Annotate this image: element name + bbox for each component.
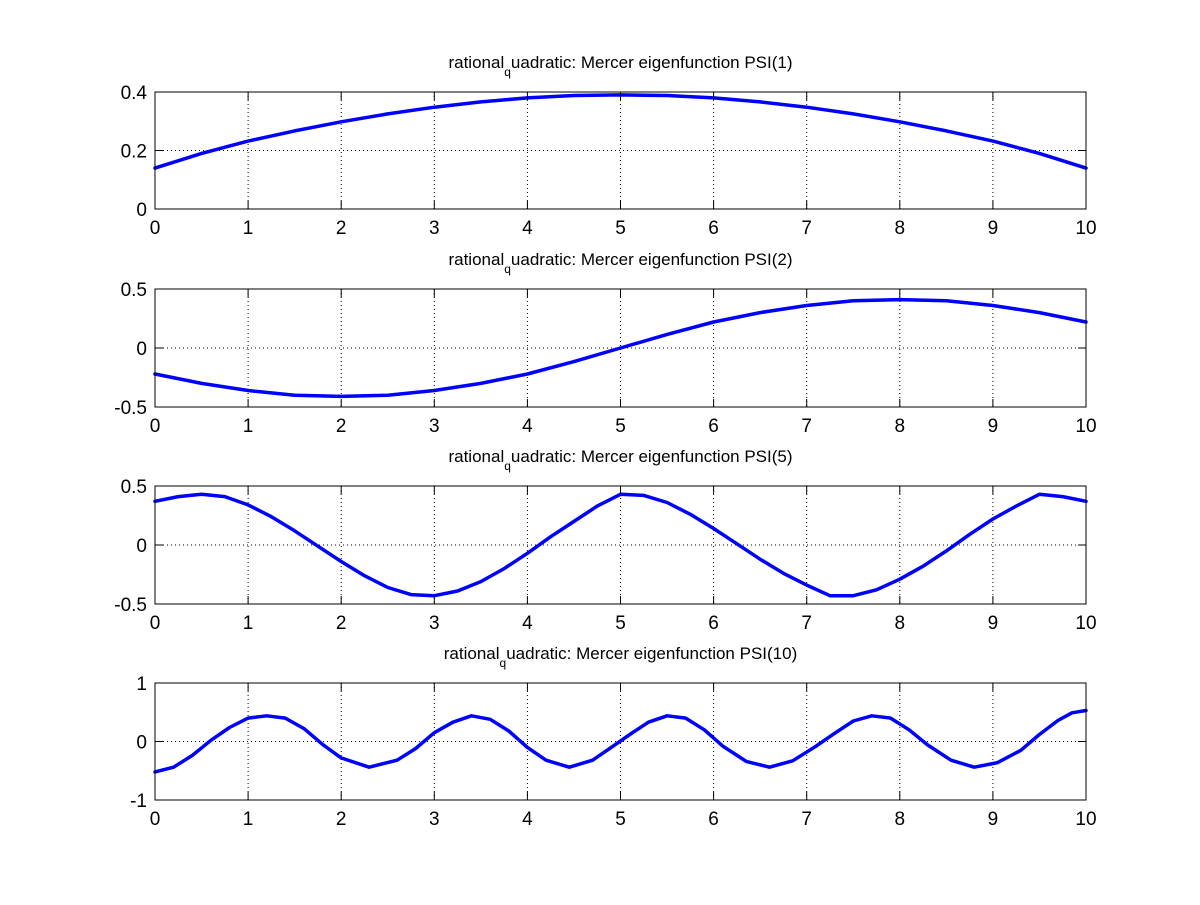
x-tick-label: 1: [243, 416, 254, 437]
x-tick-label: 10: [1075, 809, 1096, 830]
x-tick-label: 4: [522, 613, 533, 634]
x-tick-label: 7: [801, 613, 812, 634]
y-tick-label: 1: [136, 674, 147, 695]
x-tick-label: 2: [336, 809, 347, 830]
series-line: [153, 93, 1088, 170]
x-tick-label: 6: [708, 613, 719, 634]
y-tick-label: 0.2: [121, 142, 147, 163]
x-tick-label: 9: [988, 809, 999, 830]
x-tick-label: 5: [615, 809, 626, 830]
x-tick-label: 9: [988, 416, 999, 437]
subplot-title: rationalquadratic: Mercer eigenfunction …: [448, 447, 792, 473]
x-tick-label: 0: [150, 416, 161, 437]
y-tick-label: -0.5: [114, 398, 147, 419]
subplot-title: rationalquadratic: Mercer eigenfunction …: [448, 53, 792, 79]
x-tick-label: 7: [801, 218, 812, 239]
axes-frame: [154, 91, 1087, 210]
x-tick-label: 5: [615, 218, 626, 239]
y-tick-label: 0.4: [121, 83, 148, 104]
x-tick-label: 10: [1075, 416, 1096, 437]
x-tick-label: 2: [336, 613, 347, 634]
y-tick-label: -1: [130, 791, 147, 812]
x-tick-label: 3: [429, 416, 440, 437]
x-tick-label: 0: [150, 809, 161, 830]
x-tick-label: 7: [801, 416, 812, 437]
x-tick-label: 4: [522, 809, 533, 830]
x-tick-label: 1: [243, 613, 254, 634]
x-tick-label: 9: [988, 218, 999, 239]
x-tick-label: 3: [429, 218, 440, 239]
x-tick-label: 5: [615, 613, 626, 634]
y-tick-label: 0: [136, 536, 147, 557]
subplot-title: rationalquadratic: Mercer eigenfunction …: [444, 644, 798, 670]
x-tick-label: 10: [1075, 218, 1096, 239]
x-tick-label: 6: [708, 218, 719, 239]
series-line: [153, 492, 1088, 598]
subplot-title: rationalquadratic: Mercer eigenfunction …: [448, 250, 792, 276]
x-tick-label: 3: [429, 613, 440, 634]
x-tick-label: 8: [895, 613, 906, 634]
x-tick-label: 1: [243, 809, 254, 830]
y-tick-label: 0: [136, 200, 147, 221]
x-tick-label: 4: [522, 218, 533, 239]
x-tick-label: 2: [336, 218, 347, 239]
subplot-1: 0 1 2 3 4 5 6 7 8 9 10 0 0.2 0.4 rationalquadratic: Me…: [121, 53, 1097, 239]
series-line: [153, 297, 1088, 399]
x-tick-label: 7: [801, 809, 812, 830]
x-tick-label: 8: [895, 416, 906, 437]
x-tick-label: 8: [895, 809, 906, 830]
x-tick-label: 2: [336, 416, 347, 437]
x-tick-label: 9: [988, 613, 999, 634]
x-tick-label: 6: [708, 809, 719, 830]
y-tick-label: -0.5: [114, 595, 147, 616]
x-tick-label: 3: [429, 809, 440, 830]
x-tick-label: 4: [522, 416, 533, 437]
x-tick-label: 0: [150, 218, 161, 239]
y-tick-label: 0.5: [121, 477, 147, 498]
x-tick-label: 5: [615, 416, 626, 437]
y-tick-label: 0: [136, 339, 147, 360]
x-tick-label: 10: [1075, 613, 1096, 634]
y-tick-label: 0: [136, 733, 147, 754]
x-tick-label: 1: [243, 218, 254, 239]
x-tick-label: 0: [150, 613, 161, 634]
y-tick-label: 0.5: [121, 280, 147, 301]
series-line: [153, 708, 1088, 774]
x-tick-label: 6: [708, 416, 719, 437]
x-tick-label: 8: [895, 218, 906, 239]
